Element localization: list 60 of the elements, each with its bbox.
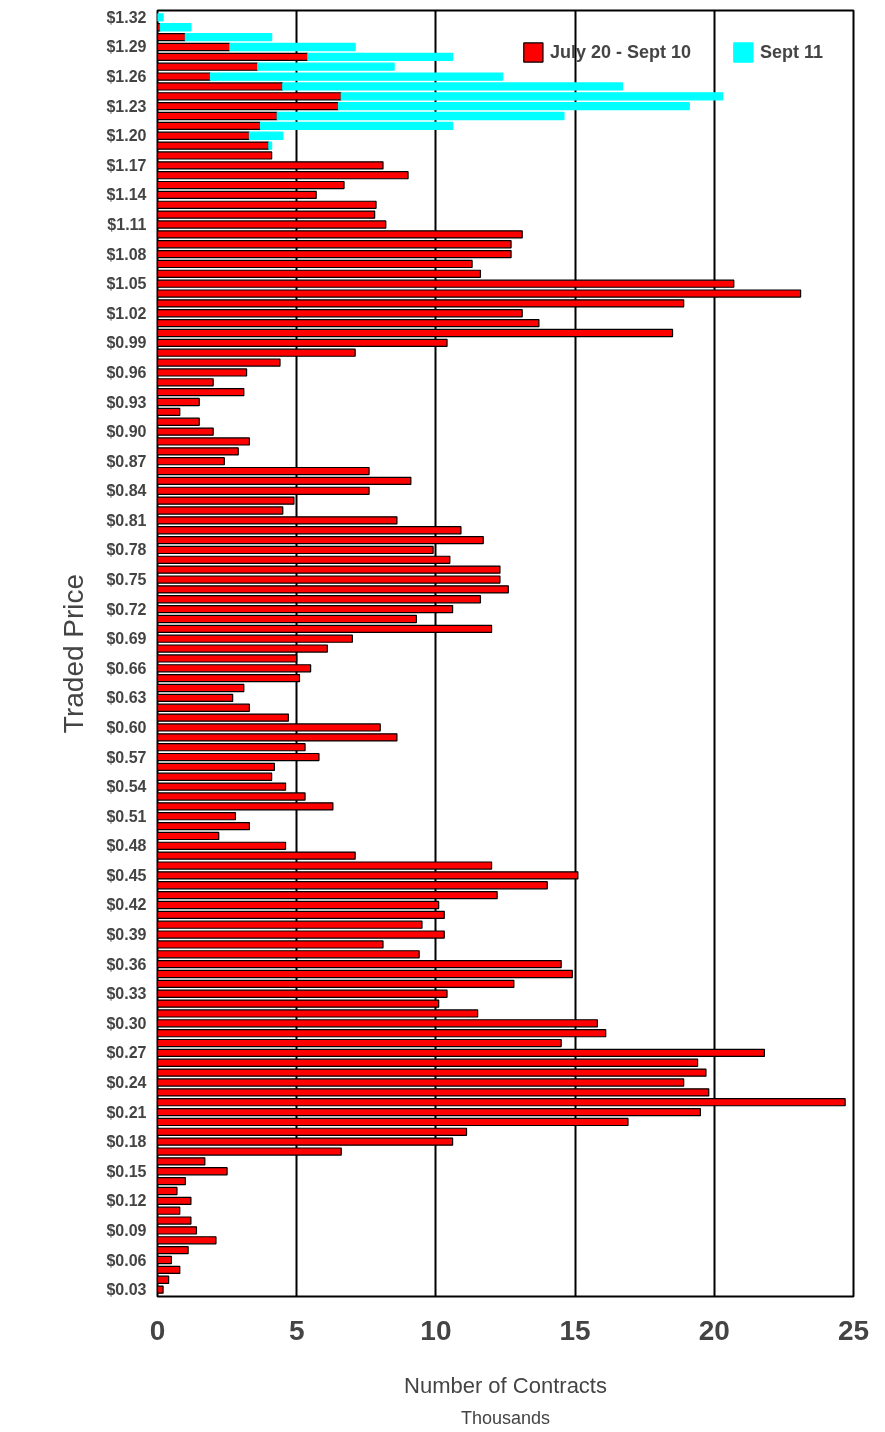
bar (337, 102, 690, 111)
y-tick-label: $1.23 (106, 97, 147, 115)
y-tick-label: $0.99 (106, 334, 147, 352)
y-tick-label: $0.03 (106, 1281, 147, 1299)
y-tick-label: $0.18 (106, 1133, 147, 1151)
text: Thousands (460, 1407, 551, 1428)
bar (229, 42, 356, 52)
y-tick-label: $0.90 (106, 423, 147, 441)
y-tick-label: $0.15 (106, 1162, 147, 1180)
bar (307, 52, 454, 61)
y-tick-label: $0.78 (106, 541, 147, 559)
y-tick-label: $0.42 (106, 896, 147, 914)
y-tick-label: $0.48 (106, 837, 147, 855)
bar (276, 111, 565, 121)
y-tick-label: $1.32 (106, 8, 147, 26)
y-tick-label: $0.93 (106, 393, 147, 411)
x-tick-label: 20 (698, 1314, 730, 1346)
x-tick-label: 5 (288, 1314, 305, 1346)
y-tick-label: $0.36 (106, 955, 147, 973)
y-tick-label: $0.84 (106, 482, 147, 500)
bar (184, 32, 273, 42)
legend-label: Sept 11 (759, 41, 823, 63)
y-tick-label: $0.75 (106, 571, 147, 589)
x-axis-title: Number of Contracts (404, 1372, 607, 1398)
y-tick-label: $0.96 (106, 363, 147, 381)
y-tick-label: $0.12 (106, 1192, 147, 1210)
y-tick-label: $1.29 (106, 38, 147, 56)
y-tick-label: $1.02 (106, 304, 147, 322)
y-tick-label: $0.09 (106, 1221, 147, 1239)
y-tick-label: $1.14 (106, 186, 147, 204)
x-tick-label: 10 (420, 1314, 452, 1346)
y-tick-label: $0.69 (106, 630, 147, 648)
x-tick-label: 0 (149, 1314, 166, 1346)
y-tick-label: $0.30 (106, 1014, 147, 1032)
y-axis-title: Traded Price (58, 573, 90, 734)
y-tick-label: $1.05 (106, 275, 147, 293)
y-tick-label: $0.81 (106, 511, 147, 529)
bar (259, 121, 454, 131)
y-tick-label: $0.45 (106, 866, 147, 884)
y-tick-label: $0.66 (106, 659, 147, 677)
y-tick-label: $0.06 (106, 1251, 147, 1269)
y-tick-label: $0.63 (106, 689, 147, 707)
y-tick-label: $0.57 (106, 748, 147, 766)
y-tick-label: $0.39 (106, 926, 147, 944)
y-tick-label: $0.54 (106, 778, 147, 796)
y-tick-label: $1.11 (107, 216, 147, 233)
x-tick-label: 25 (837, 1314, 870, 1346)
y-tick-label: $0.60 (106, 718, 147, 736)
y-tick-label: $1.17 (106, 156, 147, 174)
y-tick-label: $0.21 (106, 1103, 147, 1121)
x-tick-label: 15 (559, 1314, 591, 1346)
y-tick-label: $0.72 (106, 600, 147, 618)
y-tick-label: $0.27 (106, 1044, 147, 1062)
y-tick-label: $0.33 (106, 985, 147, 1003)
y-tick-label: $1.20 (106, 127, 147, 145)
y-tick-label: $1.26 (106, 68, 147, 86)
y-tick-label: $0.24 (106, 1074, 147, 1091)
y-tick-label: $0.87 (106, 452, 147, 470)
y-tick-label: $0.51 (106, 807, 147, 825)
y-tick-label: $1.08 (106, 245, 147, 263)
